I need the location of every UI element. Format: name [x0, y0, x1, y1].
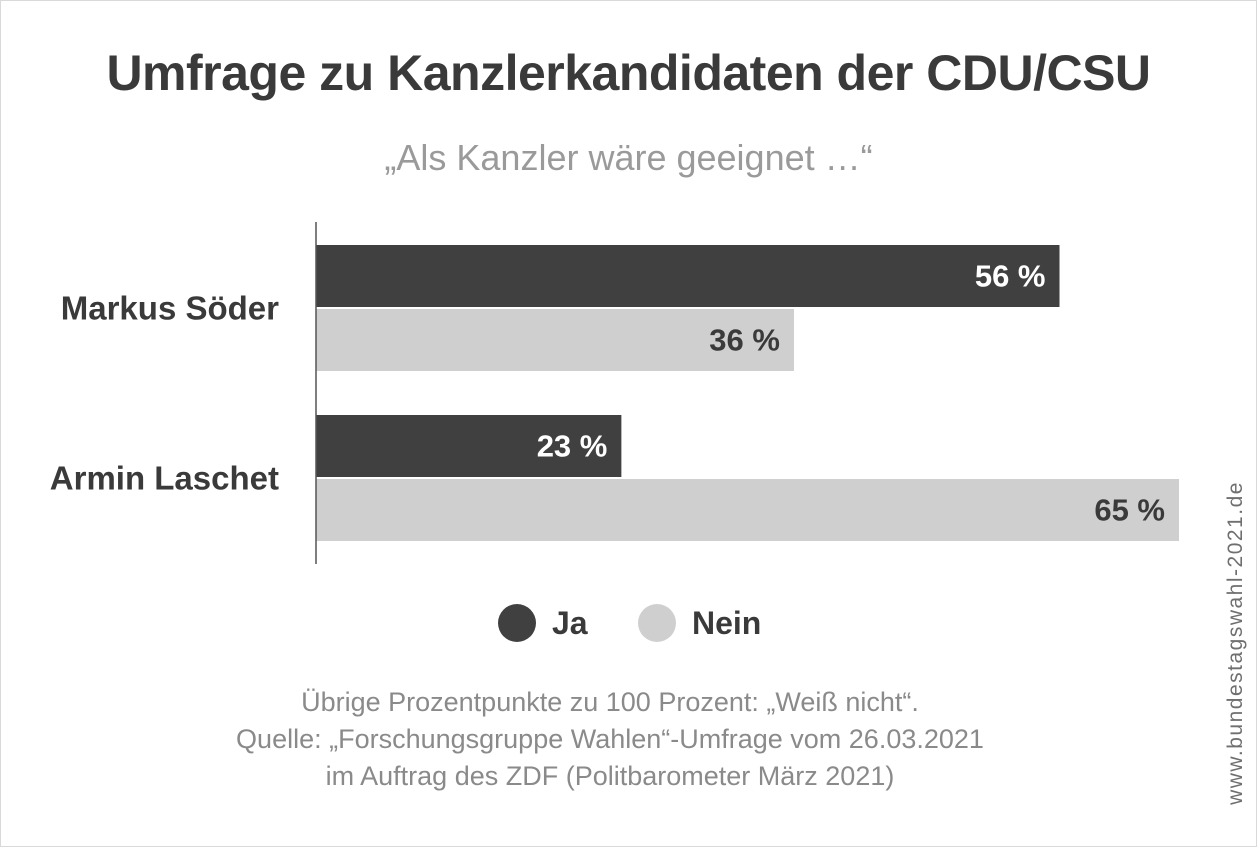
- chart-title: Umfrage zu Kanzlerkandidaten der CDU/CSU: [106, 45, 1151, 101]
- legend-label-nein: Nein: [692, 604, 762, 641]
- bar-nein-markus-soder: [316, 309, 794, 371]
- bar-ja-armin-laschet: [316, 415, 622, 477]
- category-label-markus-soder: Markus Söder: [61, 290, 279, 327]
- bar-chart: Markus Söder 56 % 36 % Armin Laschet 23 % 65 …: [50, 222, 1179, 564]
- note-source: Quelle: „Forschungsgruppe Wahlen“-Umfrag…: [236, 724, 984, 754]
- bar-nein-armin-laschet: [316, 479, 1179, 541]
- legend: Ja Nein: [0, 601, 1257, 645]
- note-other-percent: Übrige Prozentpunkte zu 100 Prozent: „We…: [301, 687, 919, 717]
- legend-swatch-nein: [638, 604, 676, 642]
- source-watermark: www.bundestagswahl-2021.de: [1224, 481, 1247, 805]
- data-label-nein-armin-laschet: 65 %: [1094, 493, 1165, 528]
- legend-swatch-ja: [498, 604, 536, 642]
- legend-item-ja: Ja: [498, 601, 588, 645]
- chart-subtitle: „Als Kanzler wäre geeignet …“: [384, 137, 873, 178]
- legend-label-ja: Ja: [552, 604, 588, 641]
- data-label-ja-markus-soder: 56 %: [975, 259, 1046, 294]
- footnotes: Übrige Prozentpunkte zu 100 Prozent: „We…: [0, 684, 1220, 795]
- note-commission: im Auftrag des ZDF (Politbarometer März …: [325, 761, 895, 791]
- data-label-ja-armin-laschet: 23 %: [537, 429, 608, 464]
- category-label-armin-laschet: Armin Laschet: [50, 460, 279, 497]
- legend-item-nein: Nein: [638, 601, 761, 645]
- bar-ja-markus-soder: [316, 245, 1060, 307]
- data-label-nein-markus-soder: 36 %: [709, 323, 780, 358]
